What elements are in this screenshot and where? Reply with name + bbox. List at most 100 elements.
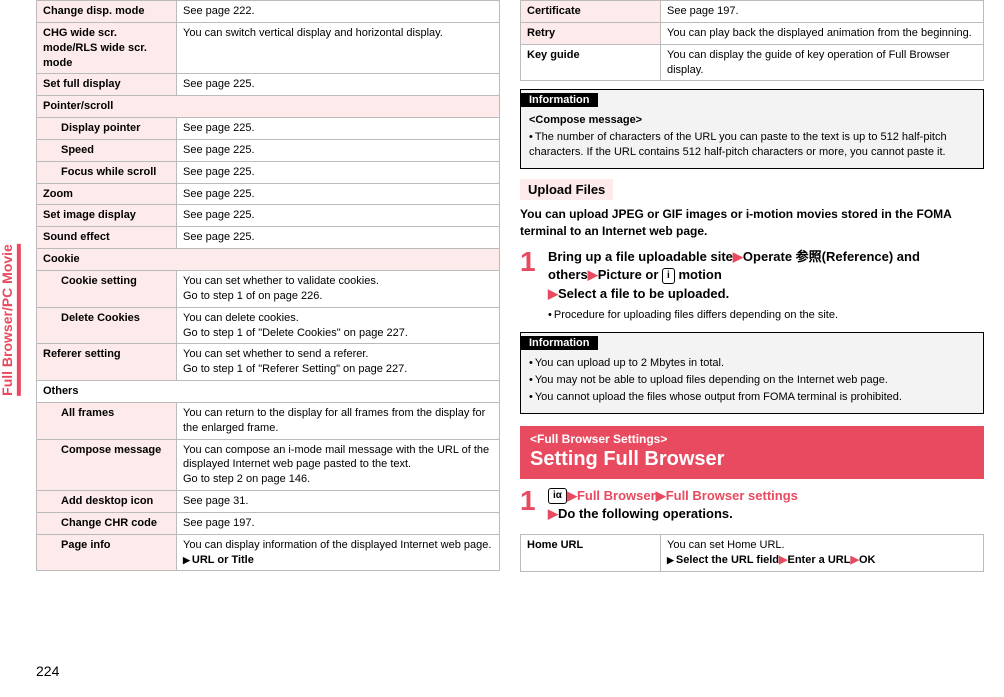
table-row: ZoomSee page 225. xyxy=(37,183,500,205)
settings-table-left: Change disp. modeSee page 222.CHG wide s… xyxy=(36,0,500,571)
table-row: Add desktop iconSee page 31. xyxy=(37,491,500,513)
table-row: Focus while scrollSee page 225. xyxy=(37,161,500,183)
home-url-text: You can set Home URL. xyxy=(667,539,785,551)
settings-table-right-top: CertificateSee page 197.RetryYou can pla… xyxy=(520,0,984,81)
fb-part1: Full Browser xyxy=(577,488,656,503)
information-box-upload: Information You can upload up to 2 Mbyte… xyxy=(520,332,984,414)
table-row: CHG wide scr. mode/RLS wide scr. modeYou… xyxy=(37,22,500,74)
setting-value: See page 222. xyxy=(177,1,500,23)
content-columns: Change disp. modeSee page 222.CHG wide s… xyxy=(36,0,984,572)
setting-label: Set full display xyxy=(37,74,177,96)
side-tab: Full Browser/PC Movie xyxy=(0,230,20,410)
information-label: Information xyxy=(521,93,598,107)
setting-value: You can set whether to send a referer.Go… xyxy=(177,344,500,381)
setting-label: Referer setting xyxy=(37,344,177,381)
table-row: SpeedSee page 225. xyxy=(37,139,500,161)
home-tri2: Enter a URL xyxy=(788,554,851,566)
info-line: You can upload up to 2 Mbytes in total. xyxy=(529,356,975,371)
step-text-a: Bring up a file uploadable site xyxy=(548,249,733,264)
side-tab-label: Full Browser/PC Movie xyxy=(0,244,21,396)
i-alpha-icon: iα xyxy=(548,488,567,504)
fb-part2: Full Browser settings xyxy=(666,488,798,503)
setting-value: You can delete cookies.Go to step 1 of "… xyxy=(177,307,500,344)
setting-label: Display pointer xyxy=(37,118,177,140)
full-browser-step-1: 1 iα▶Full Browser▶Full Browser settings … xyxy=(520,487,984,525)
setting-label: Retry xyxy=(521,22,661,44)
setting-value: See page 225. xyxy=(177,205,500,227)
setting-value: See page 225. xyxy=(177,161,500,183)
setting-value: See page 225. xyxy=(177,74,500,96)
step-line2: Select a file to be uploaded. xyxy=(558,286,729,301)
setting-label: Zoom xyxy=(37,183,177,205)
setting-label: Focus while scroll xyxy=(37,161,177,183)
page-number: 224 xyxy=(36,663,59,679)
setting-label: All frames xyxy=(37,402,177,439)
setting-value: You can switch vertical display and hori… xyxy=(177,22,500,74)
setting-value: You can set whether to validate cookies.… xyxy=(177,270,500,307)
setting-label: Key guide xyxy=(521,44,661,81)
table-row: RetryYou can play back the displayed ani… xyxy=(521,22,984,44)
information-label-2: Information xyxy=(521,336,598,350)
setting-value: See page 197. xyxy=(661,1,984,23)
table-row: Referer settingYou can set whether to se… xyxy=(37,344,500,381)
table-row: All framesYou can return to the display … xyxy=(37,402,500,439)
step-text-d: motion xyxy=(678,267,721,282)
table-row: Sound effectSee page 225. xyxy=(37,227,500,249)
setting-label: Compose message xyxy=(37,439,177,491)
table-row: Change disp. modeSee page 222. xyxy=(37,1,500,23)
table-row: Change CHR codeSee page 197. xyxy=(37,512,500,534)
table-row: Cookie xyxy=(37,249,500,271)
setting-label: Add desktop icon xyxy=(37,491,177,513)
setting-value: You can display information of the displ… xyxy=(177,534,500,571)
i-motion-icon: i xyxy=(662,268,675,284)
upload-files-title: Upload Files xyxy=(520,179,613,200)
table-row: Set image displaySee page 225. xyxy=(37,205,500,227)
home-tri1: Select the URL field xyxy=(676,554,779,566)
setting-label: CHG wide scr. mode/RLS wide scr. mode xyxy=(37,22,177,74)
fb-line2: Do the following operations. xyxy=(558,506,733,521)
setting-label: Speed xyxy=(37,139,177,161)
full-bar-big: Setting Full Browser xyxy=(530,448,974,471)
section-header: Pointer/scroll xyxy=(37,96,500,118)
table-row: Page infoYou can display information of … xyxy=(37,534,500,571)
full-bar-small: <Full Browser Settings> xyxy=(530,432,974,446)
setting-value: See page 225. xyxy=(177,139,500,161)
information-box-compose: Information <Compose message> The number… xyxy=(520,89,984,169)
full-browser-settings-bar: <Full Browser Settings> Setting Full Bro… xyxy=(520,426,984,479)
setting-label: Cookie setting xyxy=(37,270,177,307)
step-body: Bring up a file uploadable site▶Operate … xyxy=(548,248,984,324)
info-heading: <Compose message> xyxy=(529,113,975,128)
setting-label: Set image display xyxy=(37,205,177,227)
home-url-value: You can set Home URL. Select the URL fie… xyxy=(661,535,984,572)
table-row: Set full displaySee page 225. xyxy=(37,74,500,96)
setting-value: You can return to the display for all fr… xyxy=(177,402,500,439)
table-row: CertificateSee page 197. xyxy=(521,1,984,23)
table-row: Key guideYou can display the guide of ke… xyxy=(521,44,984,81)
section-header: Others xyxy=(37,381,500,403)
home-url-label: Home URL xyxy=(521,535,661,572)
setting-value: See page 225. xyxy=(177,183,500,205)
setting-label: Change disp. mode xyxy=(37,1,177,23)
setting-label: Page info xyxy=(37,534,177,571)
table-row: Pointer/scroll xyxy=(37,96,500,118)
setting-value: You can compose an i-mode mail message w… xyxy=(177,439,500,491)
info-text: The number of characters of the URL you … xyxy=(529,130,975,160)
table-row: Others xyxy=(37,381,500,403)
table-row: Home URL You can set Home URL. Select th… xyxy=(521,535,984,572)
right-column: CertificateSee page 197.RetryYou can pla… xyxy=(520,0,984,572)
table-row: Delete CookiesYou can delete cookies.Go … xyxy=(37,307,500,344)
setting-label: Sound effect xyxy=(37,227,177,249)
setting-label: Change CHR code xyxy=(37,512,177,534)
section-header: Cookie xyxy=(37,249,500,271)
setting-value: You can play back the displayed animatio… xyxy=(661,22,984,44)
info-line: You may not be able to upload files depe… xyxy=(529,373,975,388)
table-row: Display pointerSee page 225. xyxy=(37,118,500,140)
setting-label: Delete Cookies xyxy=(37,307,177,344)
setting-value: See page 225. xyxy=(177,227,500,249)
step-text-c: Picture or xyxy=(598,267,659,282)
home-url-table: Home URL You can set Home URL. Select th… xyxy=(520,534,984,572)
setting-value: See page 225. xyxy=(177,118,500,140)
home-tri3: OK xyxy=(859,554,876,566)
info-line: You cannot upload the files whose output… xyxy=(529,390,975,405)
setting-label: Certificate xyxy=(521,1,661,23)
